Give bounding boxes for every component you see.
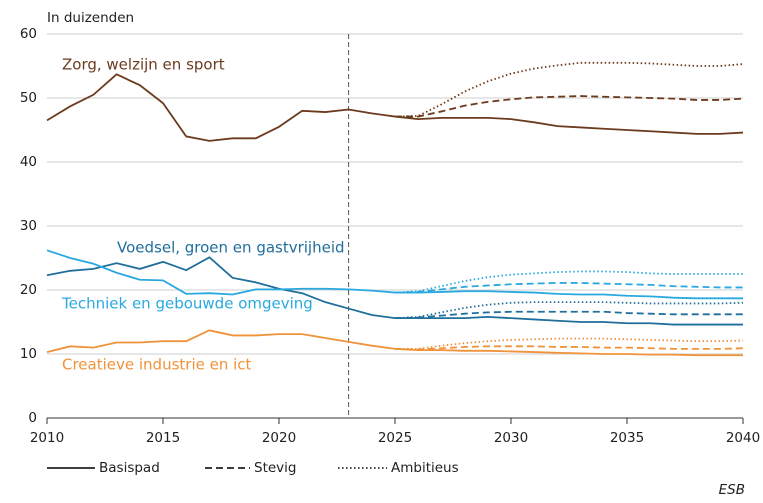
y-tick-label: 0 [28,410,37,426]
x-tick-label: 2015 [146,430,180,446]
line [46,73,744,142]
x-tick-label: 2030 [494,430,528,446]
line [394,282,743,294]
y-tick-label: 10 [20,346,37,362]
legend-label: Ambitieus [391,460,459,476]
legend-label: Basispad [99,460,160,476]
line [394,310,743,320]
y-tick-label: 40 [20,154,37,170]
y-tick-label: 30 [20,218,37,234]
y-tick-label: 60 [20,26,37,42]
x-tick-label: 2020 [262,430,296,446]
source: ESB [719,482,745,498]
series-label: Zorg, welzijn en sport [62,56,225,74]
series-label: Techniek en gebouwde omgeving [61,295,313,313]
x-tick-label: 2025 [378,430,412,446]
line [395,95,744,118]
x-tick-label: 2010 [30,430,64,446]
series-label: Creatieve industrie en ict [62,356,252,374]
line [394,270,743,294]
y-tick-label: 50 [20,90,37,106]
line [394,345,744,351]
line [46,249,743,300]
line [395,337,744,350]
line [46,256,743,326]
x-tick-label: 2040 [726,430,760,446]
series-label: Voedsel, groen en gastvrijheid [117,239,345,257]
y-tick-label: 20 [20,282,37,298]
y-axis-label: In duizenden [47,10,134,26]
x-tick-label: 2035 [610,430,644,446]
legend-label: Stevig [254,460,296,476]
line [46,329,743,357]
line [394,301,744,320]
line [394,61,744,118]
